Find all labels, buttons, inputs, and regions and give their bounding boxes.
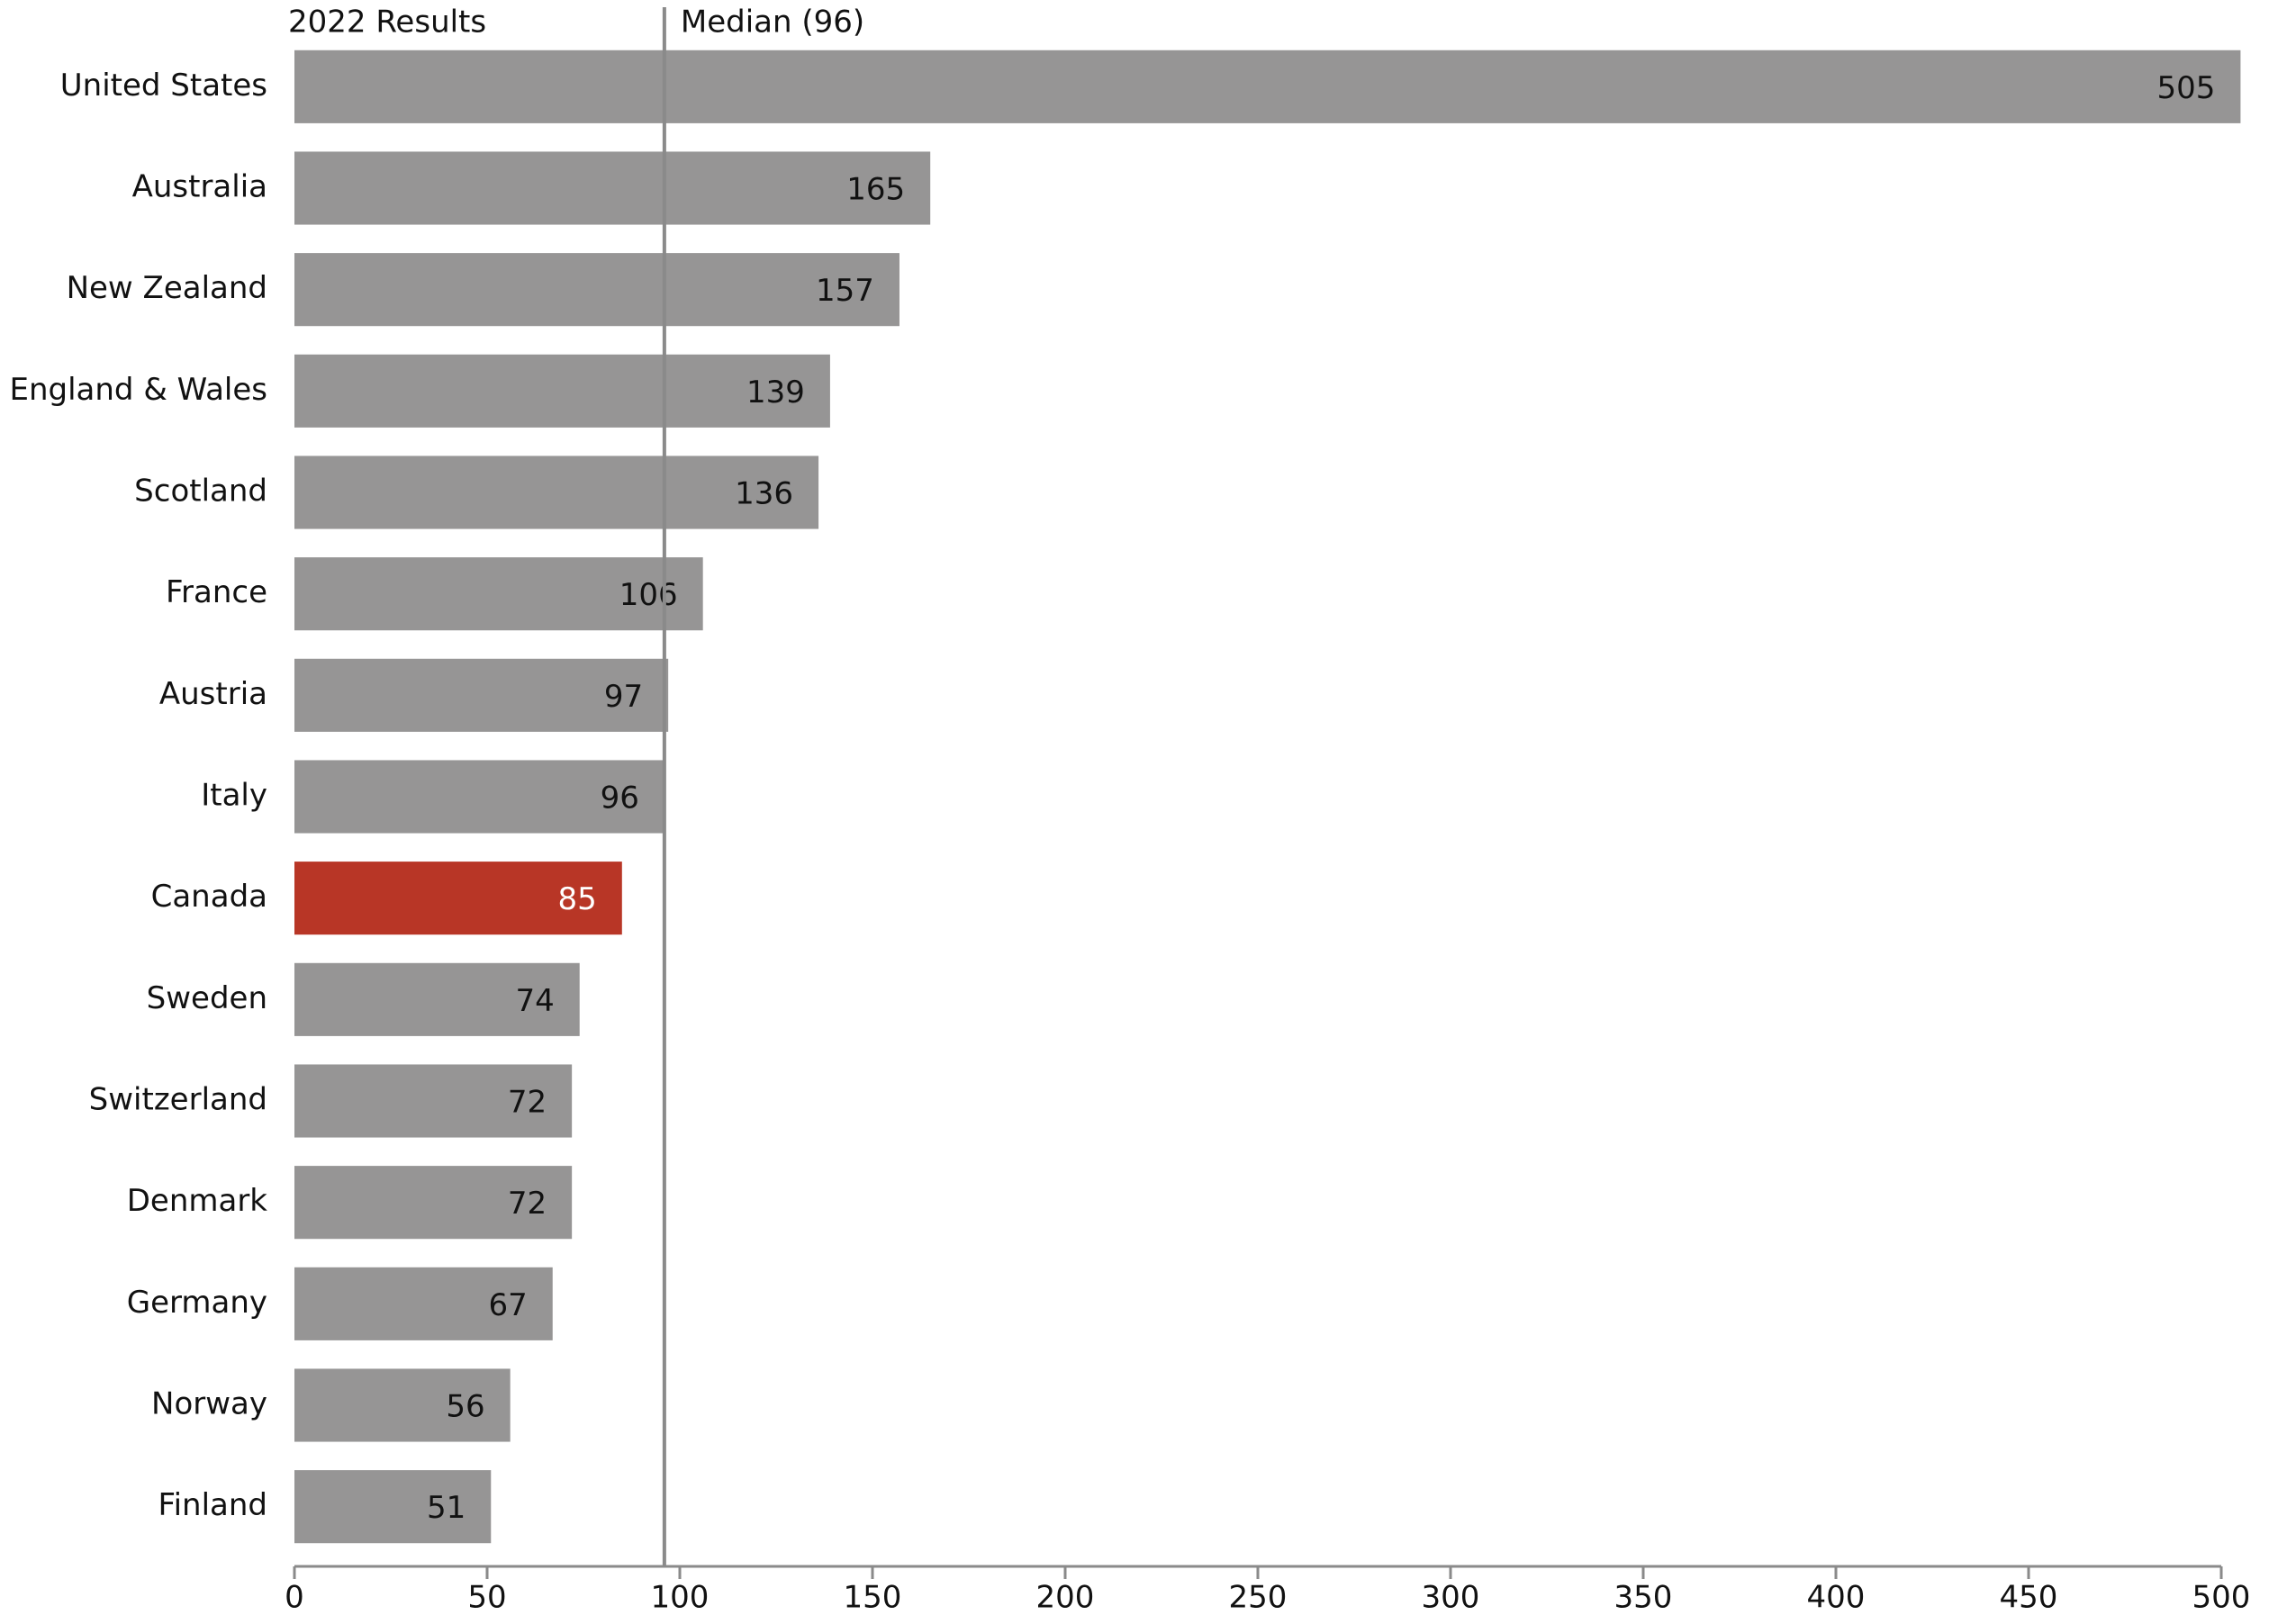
y-tick-label: England & Wales — [9, 372, 267, 408]
bar — [294, 354, 830, 428]
bar — [294, 253, 899, 327]
value-label: 106 — [619, 577, 678, 613]
value-label: 51 — [427, 1490, 466, 1526]
bar — [294, 557, 703, 631]
y-tick-label: France — [166, 574, 267, 610]
x-tick-label: 450 — [2000, 1580, 2058, 1615]
bar — [294, 658, 669, 732]
bar — [294, 456, 819, 529]
bar — [294, 760, 664, 834]
bar — [294, 1470, 492, 1544]
x-tick-label: 500 — [2192, 1580, 2251, 1615]
value-label: 67 — [488, 1287, 527, 1323]
bar — [294, 1368, 511, 1442]
y-tick-label: Austria — [159, 676, 267, 712]
bar — [294, 962, 580, 1036]
y-tick-label: Finland — [158, 1487, 268, 1523]
x-tick-label: 50 — [467, 1580, 506, 1615]
bar — [294, 862, 622, 935]
bar — [294, 1064, 573, 1138]
y-tick-label: Scotland — [134, 474, 267, 510]
median-label: Median (96) — [681, 5, 864, 41]
x-tick-label: 0 — [285, 1580, 304, 1615]
x-tick-label: 250 — [1229, 1580, 1288, 1615]
y-tick-label: Sweden — [147, 980, 267, 1016]
y-tick-label: Canada — [151, 879, 267, 915]
bar — [294, 151, 931, 225]
x-tick-label: 400 — [1807, 1580, 1866, 1615]
y-tick-label: New Zealand — [67, 270, 267, 306]
x-tick-label: 100 — [651, 1580, 710, 1615]
bar — [294, 50, 2241, 123]
bar — [294, 1166, 573, 1240]
x-tick-label: 200 — [1036, 1580, 1095, 1615]
y-tick-label: Switzerland — [89, 1082, 267, 1118]
x-tick-label: 300 — [1422, 1580, 1480, 1615]
value-label: 56 — [446, 1389, 484, 1425]
y-tick-label: United States — [60, 68, 267, 104]
y-tick-label: Norway — [151, 1386, 267, 1422]
value-label: 85 — [558, 881, 597, 917]
bar — [294, 1267, 553, 1340]
value-label: 157 — [816, 273, 874, 309]
value-label: 165 — [846, 172, 905, 208]
value-label: 139 — [746, 374, 805, 411]
y-tick-label: Italy — [201, 778, 267, 814]
x-tick-label: 150 — [844, 1580, 902, 1615]
x-tick-label: 350 — [1614, 1580, 1673, 1615]
header-label: 2022 Results — [288, 5, 486, 41]
y-tick-label: Denmark — [127, 1183, 268, 1219]
value-label: 96 — [601, 780, 639, 817]
value-label: 136 — [735, 476, 793, 512]
value-label: 72 — [508, 1186, 547, 1222]
value-label: 74 — [515, 983, 554, 1019]
value-label: 72 — [508, 1085, 547, 1121]
y-tick-label: Germany — [127, 1285, 267, 1321]
value-label: 505 — [2156, 70, 2215, 106]
y-tick-label: Australia — [132, 169, 267, 205]
value-label: 97 — [604, 679, 643, 715]
